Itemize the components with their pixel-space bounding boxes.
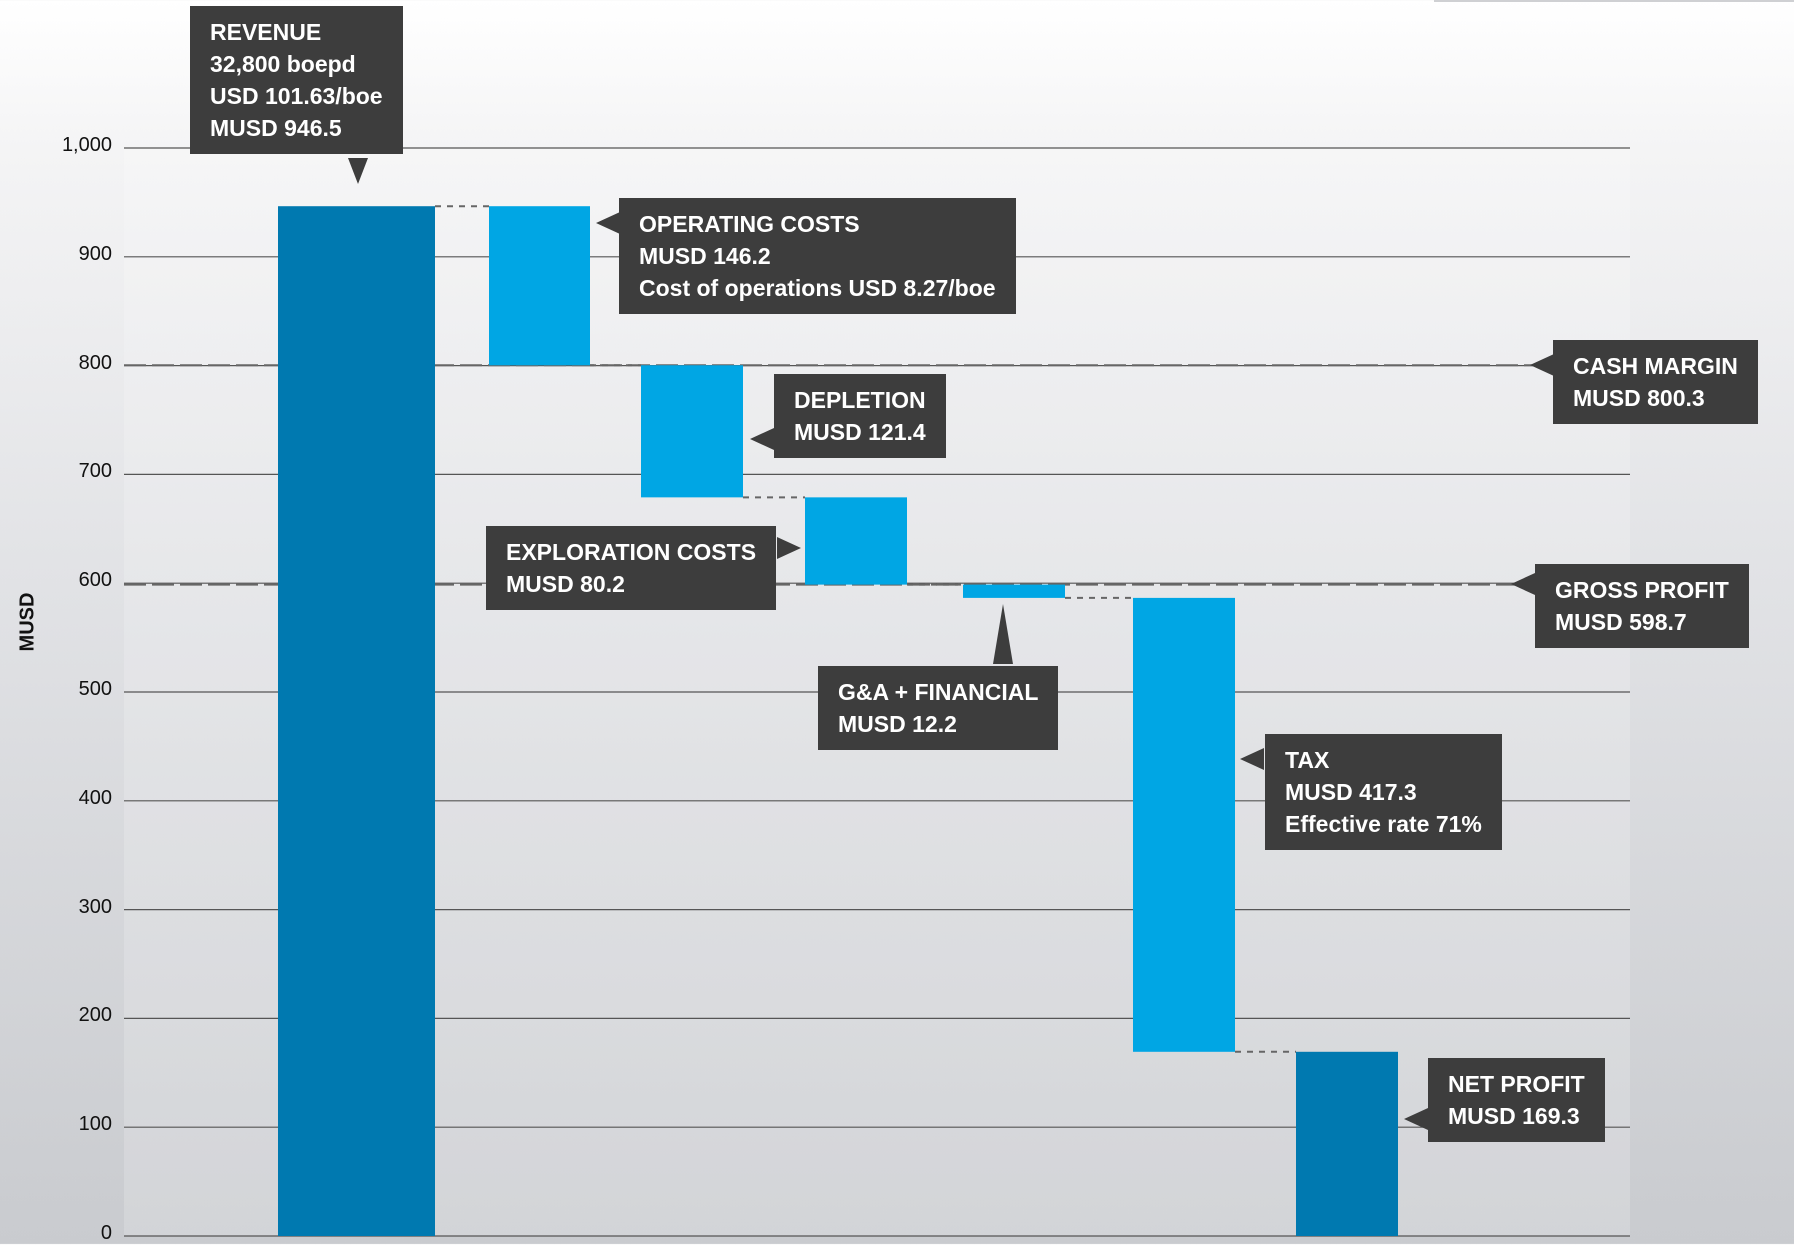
callout-exploration-costs: EXPLORATION COSTS MUSD 80.2 bbox=[486, 526, 777, 610]
callout-pointer bbox=[993, 604, 1013, 664]
callout-g-a-financial: G&A + FINANCIAL MUSD 12.2 bbox=[818, 666, 1059, 750]
callout-line: NET PROFIT bbox=[1448, 1071, 1585, 1097]
callout-line: DEPLETION bbox=[794, 387, 926, 413]
callout-line: MUSD 146.2 bbox=[639, 243, 771, 269]
y-tick-label: 1,000 bbox=[61, 134, 112, 156]
callout-line: MUSD 598.7 bbox=[1555, 609, 1687, 635]
callout-line: MUSD 80.2 bbox=[506, 571, 625, 597]
callout-line: MUSD 417.3 bbox=[1285, 779, 1417, 805]
bar-revenue bbox=[278, 206, 435, 1236]
y-tick-label: 700 bbox=[78, 460, 112, 483]
callout-line: MUSD 12.2 bbox=[838, 711, 957, 737]
callout-tax: TAX MUSD 417.3 Effective rate 71% bbox=[1265, 734, 1502, 850]
callout-line: Cost of operations USD 8.27/boe bbox=[639, 275, 996, 301]
y-tick-label: 900 bbox=[78, 242, 112, 265]
callout-line: USD 101.63/boe bbox=[210, 83, 383, 109]
callout-operating-costs: OPERATING COSTS MUSD 146.2 Cost of operati… bbox=[619, 198, 1016, 314]
callout-pointer bbox=[348, 158, 368, 184]
callout-net-profit: NET PROFIT MUSD 169.3 bbox=[1428, 1058, 1605, 1142]
callout-line: MUSD 121.4 bbox=[794, 419, 926, 445]
callout-pointer bbox=[777, 537, 801, 559]
y-tick-label: 800 bbox=[78, 351, 112, 374]
y-tick-label: 300 bbox=[78, 895, 112, 918]
callout-pointer bbox=[1511, 573, 1535, 595]
bar-net-profit bbox=[1296, 1051, 1398, 1236]
bar-operating-costs bbox=[489, 206, 590, 366]
callout-line: GROSS PROFIT bbox=[1555, 577, 1729, 603]
callout-line: OPERATING COSTS bbox=[639, 211, 860, 237]
callout-line: REVENUE bbox=[210, 19, 322, 45]
callout-line: CASH MARGIN bbox=[1573, 353, 1738, 379]
callout-line: MUSD 800.3 bbox=[1573, 385, 1705, 411]
y-tick-label: 600 bbox=[78, 569, 112, 592]
callout-line: Effective rate 71% bbox=[1285, 811, 1482, 837]
bar-g-a-financial bbox=[963, 584, 1065, 598]
bar-tax bbox=[1133, 597, 1235, 1052]
callout-line: MUSD 169.3 bbox=[1448, 1103, 1580, 1129]
bar-depletion bbox=[641, 365, 743, 498]
callout-cash-margin: CASH MARGIN MUSD 800.3 bbox=[1553, 340, 1758, 424]
corner-rule bbox=[1434, 0, 1794, 2]
callout-line: TAX bbox=[1285, 747, 1330, 773]
callout-line: G&A + FINANCIAL bbox=[838, 679, 1039, 705]
y-tick-label: 100 bbox=[78, 1113, 112, 1136]
y-tick-label: 400 bbox=[78, 786, 112, 809]
callout-line: 32,800 boepd bbox=[210, 51, 356, 77]
callout-pointer bbox=[1404, 1108, 1428, 1130]
callout-gross-profit: GROSS PROFIT MUSD 598.7 bbox=[1535, 564, 1749, 648]
callout-revenue: REVENUE 32,800 boepd USD 101.63/boe MUSD 94… bbox=[190, 6, 403, 154]
bar-exploration-costs bbox=[805, 497, 907, 585]
callout-pointer bbox=[1240, 748, 1264, 770]
callout-pointer bbox=[596, 212, 620, 234]
callout-pointer bbox=[1530, 354, 1554, 376]
y-axis-label: MUSD bbox=[16, 592, 39, 652]
y-tick-label: 200 bbox=[78, 1004, 112, 1027]
y-tick-label: 500 bbox=[78, 678, 112, 700]
callout-line: EXPLORATION COSTS bbox=[506, 539, 757, 565]
y-tick-label: 0 bbox=[100, 1222, 112, 1244]
callout-depletion: DEPLETION MUSD 121.4 bbox=[774, 374, 946, 458]
callout-line: MUSD 946.5 bbox=[210, 115, 342, 141]
callout-pointer bbox=[750, 428, 774, 450]
